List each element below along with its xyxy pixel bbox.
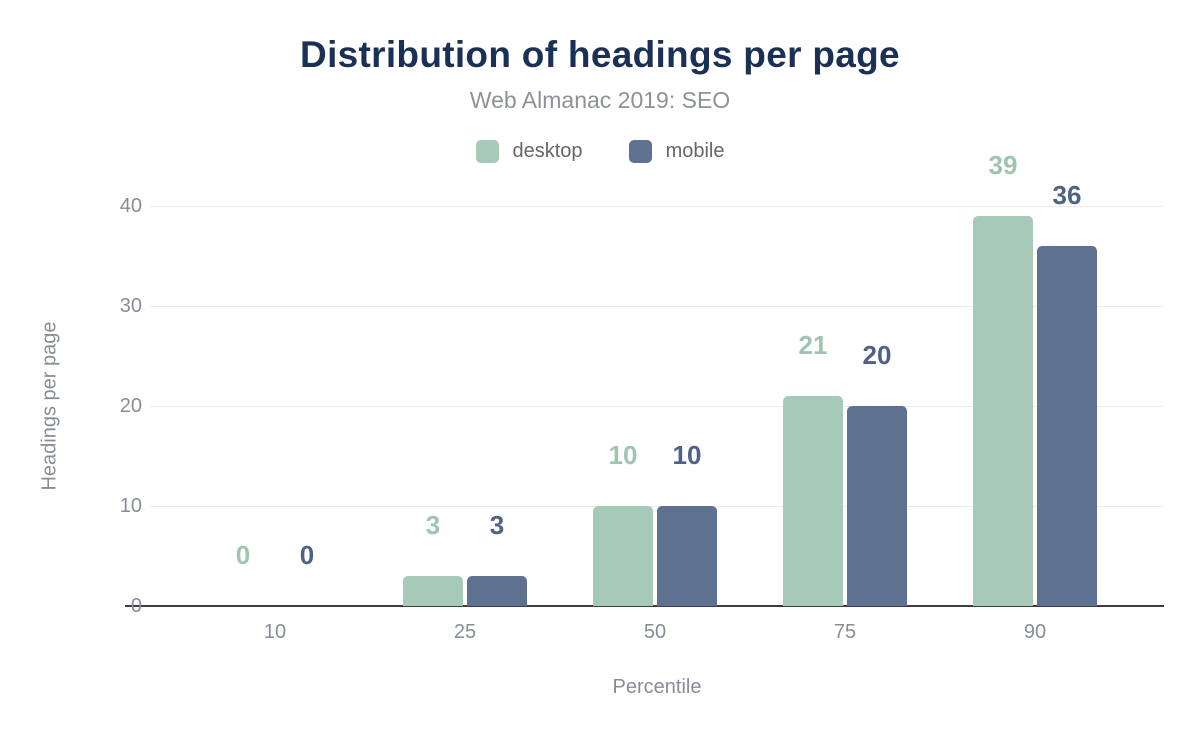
gridline [150,406,1164,407]
y-tick-label: 20 [119,395,142,417]
legend: desktop mobile [0,140,1200,163]
bar-mobile [1037,246,1097,606]
gridline [150,506,1164,507]
bar-mobile [847,406,907,606]
bar-desktop [593,506,653,606]
mobile-series-swatch-icon [628,140,652,163]
legend-label-mobile: mobile [665,140,725,162]
bar-value-label-mobile: 36 [1052,180,1082,210]
bar-value-label-desktop: 0 [235,540,251,570]
y-tick-label: 0 [130,595,142,617]
bar-value-label-mobile: 3 [489,510,505,540]
bar-value-label-mobile: 10 [672,440,702,470]
bar-desktop [403,576,463,606]
x-tick-label: 75 [833,621,857,643]
bar-value-label-mobile: 0 [299,540,315,570]
bar-value-label-desktop: 39 [988,150,1018,180]
desktop-series-swatch-icon [475,140,499,163]
x-tick-label: 25 [453,621,477,643]
x-axis-line [125,605,1164,607]
bar-value-label-desktop: 10 [608,440,638,470]
y-axis-title: Headings per page [38,321,61,491]
bar-value-label-desktop: 3 [425,510,441,540]
chart-subtitle: Web Almanac 2019: SEO [469,87,731,113]
legend-item-desktop[interactable]: desktop [475,140,583,163]
bar-mobile [467,576,527,606]
bar-desktop [783,396,843,606]
legend-label-desktop: desktop [512,140,583,162]
legend-item-mobile[interactable]: mobile [628,140,725,163]
bar-value-label-mobile: 20 [862,340,892,370]
x-tick-label: 10 [263,621,287,643]
x-tick-label: 90 [1023,621,1047,643]
x-axis-title: Percentile [612,676,702,698]
x-tick-label: 50 [643,621,667,643]
y-tick-label: 40 [119,195,142,217]
gridline [150,306,1164,307]
chart-title: Distribution of headings per page [300,34,900,75]
y-tick-label: 10 [119,495,142,517]
bar-value-label-desktop: 21 [798,330,828,360]
bar-desktop [973,216,1033,606]
bar-mobile [657,506,717,606]
gridline [150,206,1164,207]
y-tick-label: 30 [119,295,142,317]
